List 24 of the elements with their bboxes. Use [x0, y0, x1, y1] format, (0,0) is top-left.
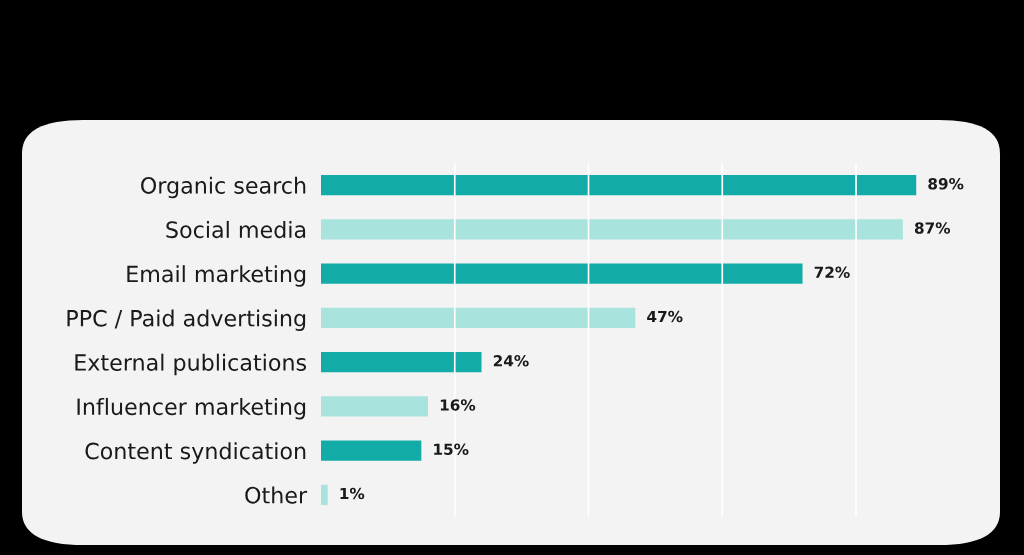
bar	[321, 351, 482, 373]
bar	[321, 174, 917, 196]
data-label: 24%	[493, 355, 529, 367]
bar	[321, 219, 903, 240]
bar	[321, 263, 803, 284]
y-tick-label: PPC / Paid advertising	[67, 309, 306, 331]
y-tick-label: Other	[245, 486, 308, 504]
y-tick-label: Content syndication	[85, 442, 306, 464]
bar	[321, 484, 328, 506]
y-tick-label: Email marketing	[127, 265, 306, 287]
bar	[321, 307, 636, 329]
data-label: 16%	[440, 399, 476, 411]
data-label: 89%	[928, 178, 964, 190]
bar	[321, 396, 429, 417]
y-tick-label: Influencer marketing	[77, 397, 306, 420]
y-tick-label: External publications	[75, 353, 307, 376]
y-tick-label: Organic search	[141, 176, 306, 199]
data-label: 15%	[434, 443, 469, 456]
y-tick-label: Social media	[166, 220, 306, 239]
data-label: 1%	[340, 487, 365, 500]
data-label: 47%	[647, 310, 683, 323]
data-label: 87%	[914, 222, 951, 234]
bar	[321, 440, 422, 461]
data-label: 72%	[814, 266, 850, 279]
